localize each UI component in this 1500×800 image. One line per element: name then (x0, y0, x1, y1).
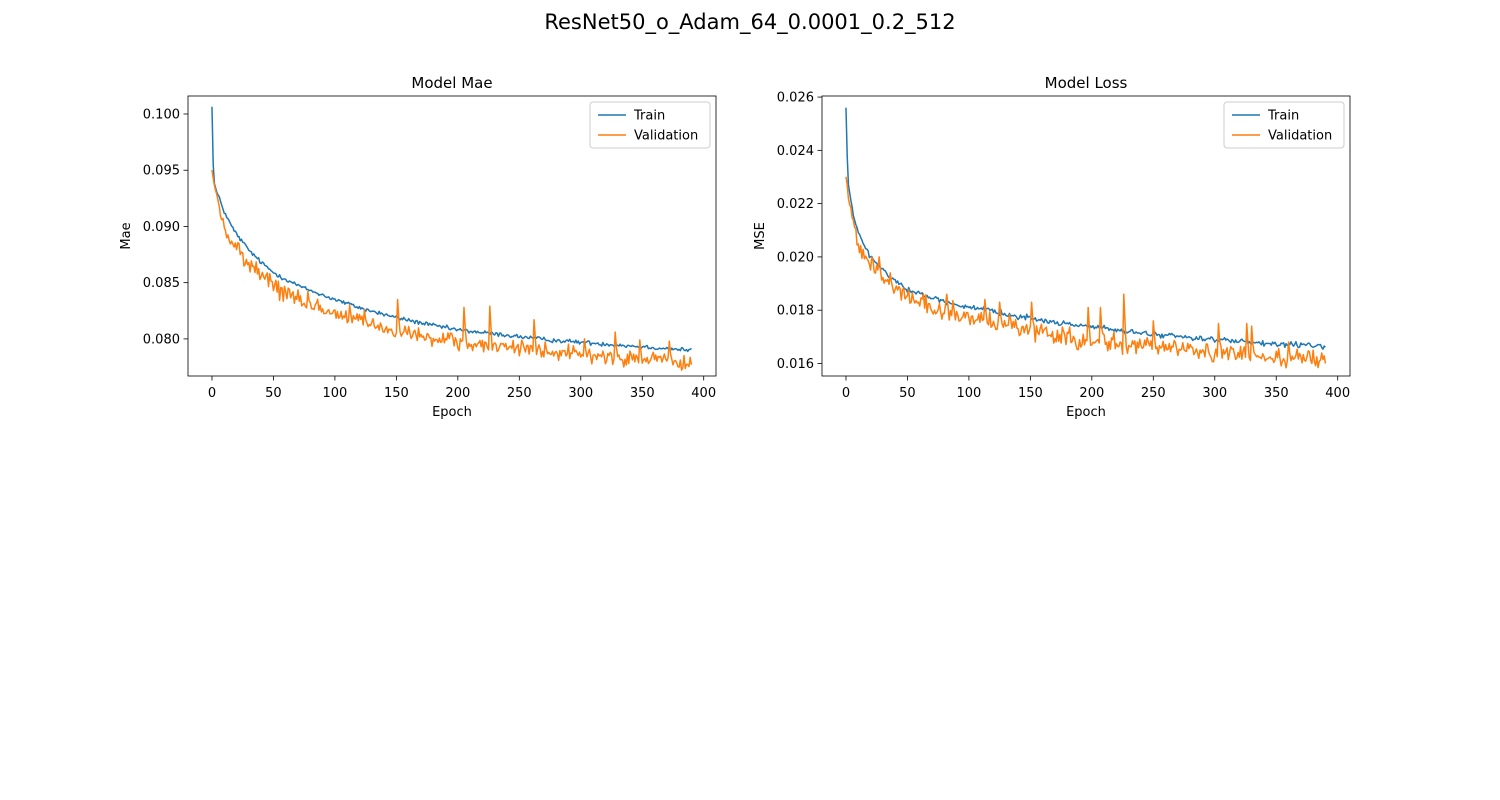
loss-legend-label-train: Train (1267, 109, 1299, 124)
mae-x-tick-label: 50 (265, 386, 282, 401)
mae-x-tick-label: 150 (384, 386, 409, 401)
loss-x-tick-label: 250 (1141, 386, 1166, 401)
mae-x-tick-label: 200 (445, 386, 470, 401)
mae-x-tick-label: 400 (691, 386, 716, 401)
loss-x-axis-label: Epoch (1066, 405, 1106, 420)
loss-x-tick-label: 400 (1325, 386, 1350, 401)
mae-series-group (211, 106, 693, 371)
loss-x-tick-label: 50 (899, 386, 916, 401)
mae-y-tick-label: 0.095 (143, 164, 180, 179)
loss-x-tick-label: 150 (1018, 386, 1043, 401)
loss-series-group (845, 107, 1327, 369)
mae-x-tick-label: 350 (630, 386, 655, 401)
loss-y-axis-label: MSE (753, 222, 768, 250)
loss-legend-frame (1223, 101, 1345, 149)
mae-chart-title: Model Mae (411, 74, 492, 92)
loss-y-tick-label: 0.016 (777, 357, 814, 372)
loss-validation-line (845, 176, 1327, 369)
figure-suptitle: ResNet50_o_Adam_64_0.0001_0.2_512 (544, 10, 956, 34)
loss-y-tick-label: 0.022 (777, 197, 814, 212)
mae-x-tick-label: 250 (507, 386, 532, 401)
loss-y-tick-label: 0.020 (777, 250, 814, 265)
mae-y-tick-label: 0.090 (143, 220, 180, 235)
loss-axes-frame (821, 95, 1351, 377)
loss-x-tick-label: 100 (956, 386, 981, 401)
loss-x-tick-label: 0 (842, 386, 850, 401)
loss-legend-label-validation: Validation (1268, 129, 1332, 144)
mae-chart-panel: Model Mae 0 50 100 150 200 250 300 350 400 0.080 0.… (119, 74, 717, 420)
mae-y-tick-label: 0.100 (143, 107, 180, 122)
mae-y-tick-label: 0.080 (143, 332, 180, 347)
loss-x-tick-label: 350 (1264, 386, 1289, 401)
mae-legend-label-validation: Validation (634, 129, 698, 144)
mae-legend-label-train: Train (633, 109, 665, 124)
loss-y-tick-label: 0.024 (777, 144, 814, 159)
mae-y-tick-label: 0.085 (143, 276, 180, 291)
loss-y-tick-label: 0.026 (777, 91, 814, 106)
loss-chart-title: Model Loss (1045, 74, 1128, 92)
loss-legend: Train Validation (1223, 101, 1345, 149)
loss-y-tick-label: 0.018 (777, 304, 814, 319)
mae-x-tick-label: 300 (568, 386, 593, 401)
mae-train-line (211, 106, 692, 353)
loss-x-tick-label: 300 (1202, 386, 1227, 401)
loss-chart-panel: Model Loss 0 50 100 150 200 250 300 350 400 0.016 0… (753, 74, 1351, 420)
loss-x-tick-label: 200 (1079, 386, 1104, 401)
mae-x-tick-label: 0 (208, 386, 216, 401)
mae-legend: Train Validation (589, 101, 711, 149)
mae-y-axis-label: Mae (119, 222, 134, 249)
mae-x-axis-label: Epoch (432, 405, 472, 420)
mae-x-tick-label: 100 (322, 386, 347, 401)
mae-axes-frame (187, 95, 717, 377)
mae-legend-frame (589, 101, 711, 149)
mae-validation-line (211, 169, 693, 371)
